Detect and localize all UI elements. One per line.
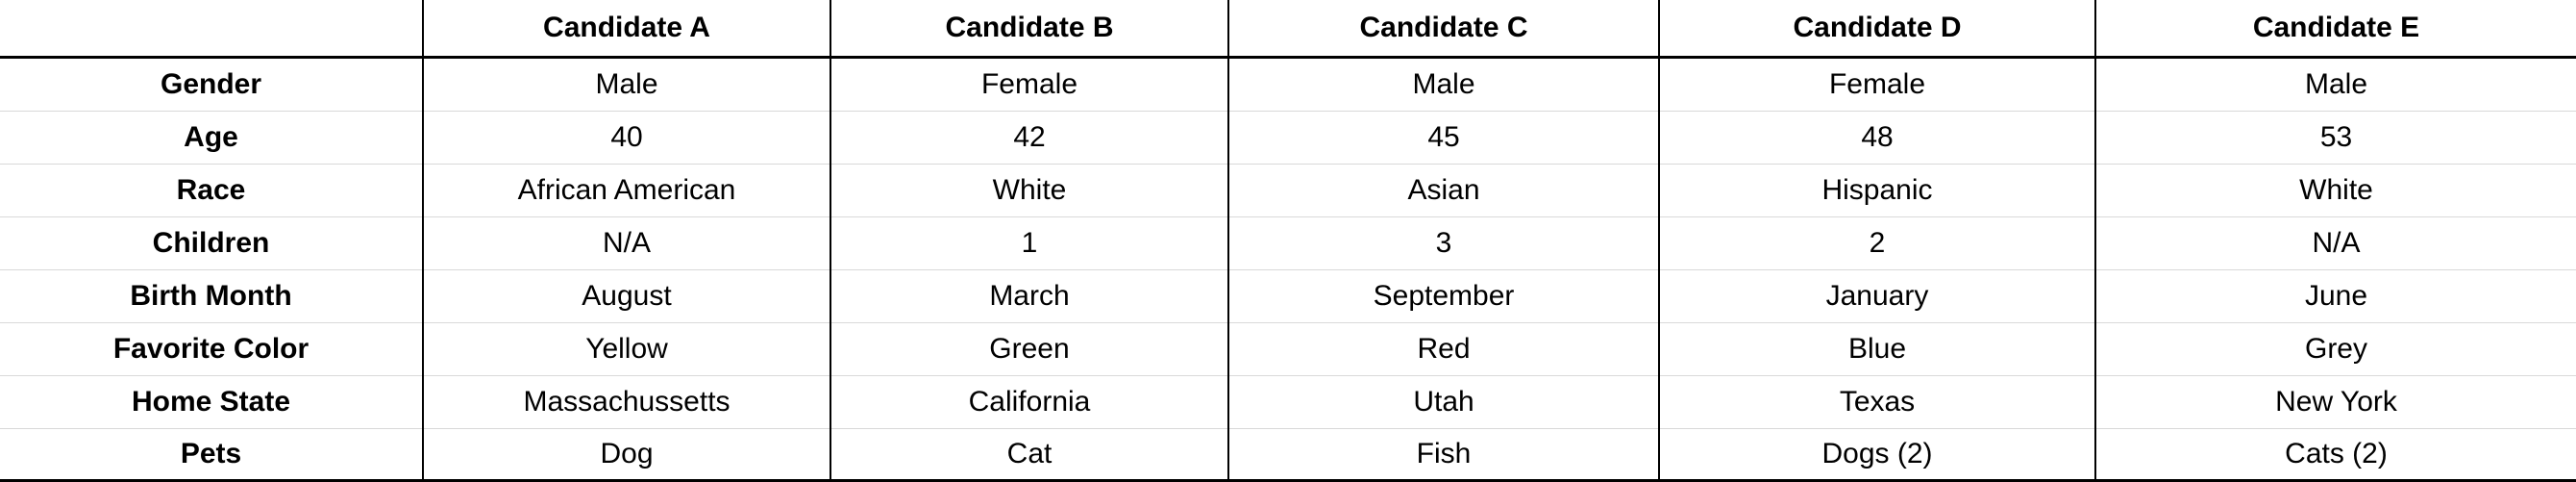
row-label-pets[interactable]: Pets <box>0 428 424 482</box>
table-cell[interactable]: Male <box>2094 57 2576 112</box>
row-label-birth-month[interactable]: Birth Month <box>0 269 424 323</box>
table-cell[interactable]: Utah <box>1227 375 1659 429</box>
table-cell[interactable]: Dogs (2) <box>1658 428 2095 482</box>
table-cell[interactable]: White <box>2094 164 2576 217</box>
table-cell[interactable]: June <box>2094 269 2576 323</box>
table-cell[interactable]: 3 <box>1227 216 1659 270</box>
table-cell[interactable]: Texas <box>1658 375 2095 429</box>
table-row: Race African American White Asian Hispan… <box>0 164 2576 217</box>
table-cell[interactable]: New York <box>2094 375 2576 429</box>
table-row: Home State Massachussetts California Uta… <box>0 375 2576 429</box>
table-cell[interactable]: 42 <box>830 111 1228 165</box>
table-cell[interactable]: 40 <box>422 111 830 165</box>
table-cell[interactable]: Cats (2) <box>2094 428 2576 482</box>
table-corner-cell[interactable] <box>0 0 424 59</box>
table-cell[interactable]: 53 <box>2094 111 2576 165</box>
table-row: Age 40 42 45 48 53 <box>0 111 2576 165</box>
table-row: Children N/A 1 3 2 N/A <box>0 216 2576 270</box>
column-header-candidate-b[interactable]: Candidate B <box>830 0 1228 59</box>
table-cell[interactable]: March <box>830 269 1228 323</box>
table-cell[interactable]: September <box>1227 269 1659 323</box>
row-label-home-state[interactable]: Home State <box>0 375 424 429</box>
column-header-candidate-a[interactable]: Candidate A <box>422 0 830 59</box>
table-cell[interactable]: 48 <box>1658 111 2095 165</box>
table-cell[interactable]: Red <box>1227 322 1659 376</box>
table-cell[interactable]: Yellow <box>422 322 830 376</box>
table-cell[interactable]: January <box>1658 269 2095 323</box>
table-cell[interactable]: Green <box>830 322 1228 376</box>
table-cell[interactable]: N/A <box>422 216 830 270</box>
row-label-children[interactable]: Children <box>0 216 424 270</box>
table-row: Favorite Color Yellow Green Red Blue Gre… <box>0 322 2576 376</box>
column-header-candidate-e[interactable]: Candidate E <box>2094 0 2576 59</box>
table-cell[interactable]: 45 <box>1227 111 1659 165</box>
table-cell[interactable]: 2 <box>1658 216 2095 270</box>
table-cell[interactable]: Female <box>1658 57 2095 112</box>
table-cell[interactable]: Fish <box>1227 428 1659 482</box>
table-cell[interactable]: Asian <box>1227 164 1659 217</box>
table-cell[interactable]: N/A <box>2094 216 2576 270</box>
table-cell[interactable]: 1 <box>830 216 1228 270</box>
table-cell[interactable]: Female <box>830 57 1228 112</box>
table-cell[interactable]: California <box>830 375 1228 429</box>
table-cell[interactable]: Dog <box>422 428 830 482</box>
table-header-row: Candidate A Candidate B Candidate C Cand… <box>0 0 2576 59</box>
table-cell[interactable]: Cat <box>830 428 1228 482</box>
table-cell[interactable]: Massachussetts <box>422 375 830 429</box>
table-cell[interactable]: Male <box>422 57 830 112</box>
row-label-race[interactable]: Race <box>0 164 424 217</box>
table-cell[interactable]: Male <box>1227 57 1659 112</box>
row-label-age[interactable]: Age <box>0 111 424 165</box>
column-header-candidate-c[interactable]: Candidate C <box>1227 0 1659 59</box>
column-header-candidate-d[interactable]: Candidate D <box>1658 0 2095 59</box>
row-label-favorite-color[interactable]: Favorite Color <box>0 322 424 376</box>
table-cell[interactable]: White <box>830 164 1228 217</box>
row-label-gender[interactable]: Gender <box>0 57 424 112</box>
table-cell[interactable]: August <box>422 269 830 323</box>
table-row: Birth Month August March September Janua… <box>0 269 2576 323</box>
table-cell[interactable]: Hispanic <box>1658 164 2095 217</box>
table-row: Pets Dog Cat Fish Dogs (2) Cats (2) <box>0 428 2576 482</box>
table-cell[interactable]: Blue <box>1658 322 2095 376</box>
table-cell[interactable]: Grey <box>2094 322 2576 376</box>
table-row: Gender Male Female Male Female Male <box>0 57 2576 112</box>
table-cell[interactable]: African American <box>422 164 830 217</box>
